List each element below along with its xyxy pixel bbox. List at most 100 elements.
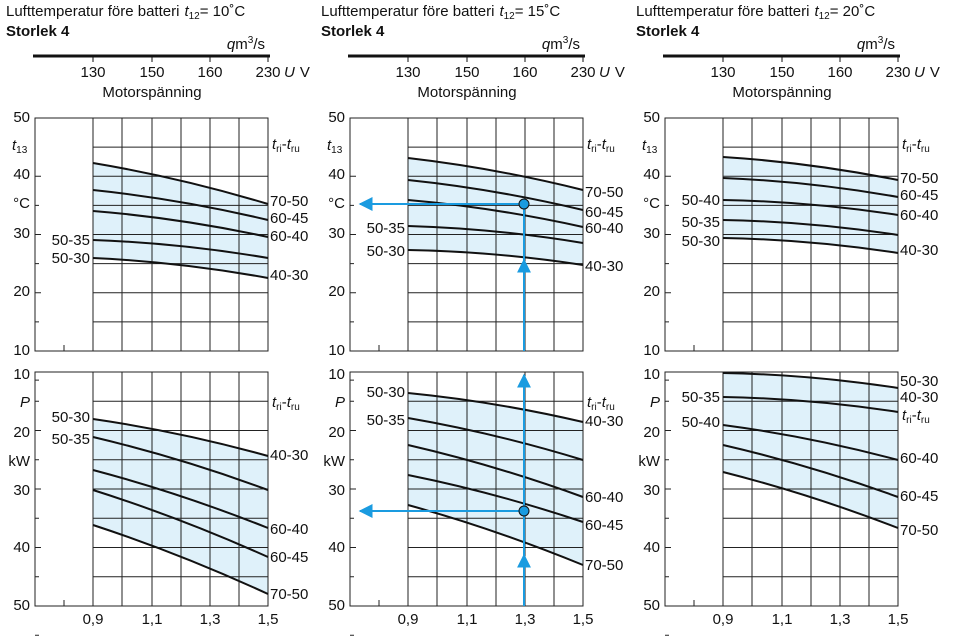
curve-label: 70-50 <box>900 522 938 539</box>
tri-tru-label-part: t <box>287 394 292 411</box>
y-tick-label: 50 <box>328 597 345 614</box>
curve-label: 60-40 <box>900 450 938 467</box>
size-part: Storlek 4 <box>636 23 700 40</box>
curve-label: 70-50 <box>270 193 308 210</box>
y-tick-label: 50 <box>13 109 30 126</box>
u-unit-part: U <box>914 64 925 81</box>
y-tick-label: 10 <box>328 342 345 359</box>
u-unit-part: U <box>284 64 295 81</box>
tri-tru-label-part: ru <box>606 144 615 155</box>
tri-tru-label: tri-tru <box>272 394 300 413</box>
y-tick-label: 30 <box>643 225 660 242</box>
tri-tru-label-part: ru <box>606 402 615 413</box>
p-label-part: P <box>335 394 345 411</box>
q-label-part: m <box>235 36 248 53</box>
x-tick-label: 0,9 <box>83 611 104 628</box>
tri-tru-label-part: t <box>917 136 922 153</box>
tri-tru-label-part: t <box>902 407 907 424</box>
curve-label: 60-45 <box>585 204 623 221</box>
title-part: = 20˚C <box>830 3 876 20</box>
title-part: Lufttemperatur före batteri <box>6 3 179 20</box>
title-part: t <box>814 3 819 20</box>
guide-point <box>518 198 530 210</box>
curve <box>407 392 584 423</box>
curve-label: 70-50 <box>585 557 623 574</box>
tri-tru-label-part: - <box>282 394 287 411</box>
p-label: P <box>650 394 660 411</box>
x-tick-label: 1,1 <box>142 611 163 628</box>
curve <box>722 471 899 529</box>
title-part: = 10˚C <box>200 3 246 20</box>
curve-label: 60-40 <box>585 220 623 237</box>
y-tick-label: 50 <box>643 109 660 126</box>
title-part: 12 <box>819 11 831 22</box>
tri-tru-label-part: t <box>902 136 907 153</box>
curve-label: 40-30 <box>900 389 938 406</box>
tri-tru-label: tri-tru <box>587 394 615 413</box>
tri-tru-label-part: - <box>912 136 917 153</box>
size: Storlek 4 <box>6 23 70 40</box>
curve <box>92 210 269 238</box>
u-tick-label: 230 <box>885 64 910 81</box>
q-label-part: q <box>857 36 866 53</box>
t13-label: t13 <box>642 137 658 156</box>
curve <box>407 417 584 461</box>
tri-tru-label-part: t <box>587 394 592 411</box>
title-part: t <box>184 3 189 20</box>
curve-label: 50-30 <box>52 250 90 267</box>
tri-tru-label-part: t <box>272 136 277 153</box>
curve-label: 50-35 <box>52 431 90 448</box>
q-label: qm3/s <box>227 35 265 53</box>
curve-label: 40-30 <box>585 413 623 430</box>
unit-label: kW <box>8 453 31 470</box>
size: Storlek 4 <box>321 23 385 40</box>
y-tick-label: 20 <box>643 424 660 441</box>
tri-tru-label-part: ri <box>276 144 282 155</box>
tri-tru-label-part: t <box>917 407 922 424</box>
guide-point <box>518 505 530 517</box>
curve <box>407 474 584 523</box>
motor-label: Motorspänning <box>732 84 831 101</box>
q-label-part: 3 <box>248 35 254 46</box>
y-tick-label: 10 <box>13 342 30 359</box>
y-tick-label: 20 <box>643 283 660 300</box>
x-tick-label: 1,1 <box>457 611 478 628</box>
y-tick-label: 40 <box>13 539 30 556</box>
tri-tru-label-part: ri <box>591 402 597 413</box>
t13-label-part: 13 <box>646 145 658 156</box>
x-tick-label: 1,5 <box>573 611 594 628</box>
curve-label: 50-30 <box>900 373 938 390</box>
curve-label: 50-35 <box>682 389 720 406</box>
t13-label-part: 13 <box>331 145 343 156</box>
curve-label: 50-30 <box>52 409 90 426</box>
title: Lufttemperatur före batteri t12= 20˚C <box>636 3 875 22</box>
motor-label: Motorspänning <box>102 84 201 101</box>
curve-label: 40-30 <box>900 242 938 259</box>
curve <box>722 177 899 198</box>
u-tick-label: 150 <box>769 64 794 81</box>
title-part: = 15˚C <box>515 3 561 20</box>
curve-label: 60-45 <box>585 517 623 534</box>
title: Lufttemperatur före batteri t12= 10˚C <box>6 3 245 22</box>
y-tick-label: 30 <box>328 225 345 242</box>
x-tick-label: 1,1 <box>772 611 793 628</box>
title-part: Lufttemperatur före batteri <box>321 3 494 20</box>
y-tick-label: 10 <box>643 342 660 359</box>
curve <box>92 162 269 205</box>
size-part: Storlek 4 <box>321 23 385 40</box>
curve <box>92 257 269 279</box>
size: Storlek 4 <box>636 23 700 40</box>
p-label-part: P <box>20 394 30 411</box>
curve-label: 50-35 <box>367 412 405 429</box>
q-label-part: 3 <box>563 35 569 46</box>
curve <box>407 249 584 266</box>
curve-label: 50-40 <box>682 414 720 431</box>
y-tick-label: 50 <box>13 597 30 614</box>
tri-tru-label: tri-tru <box>902 407 930 426</box>
u-tick-label: 160 <box>197 64 222 81</box>
tri-tru-label-part: ri <box>906 144 912 155</box>
y-tick-label: 30 <box>13 225 30 242</box>
tri-tru-label-part: ri <box>276 402 282 413</box>
